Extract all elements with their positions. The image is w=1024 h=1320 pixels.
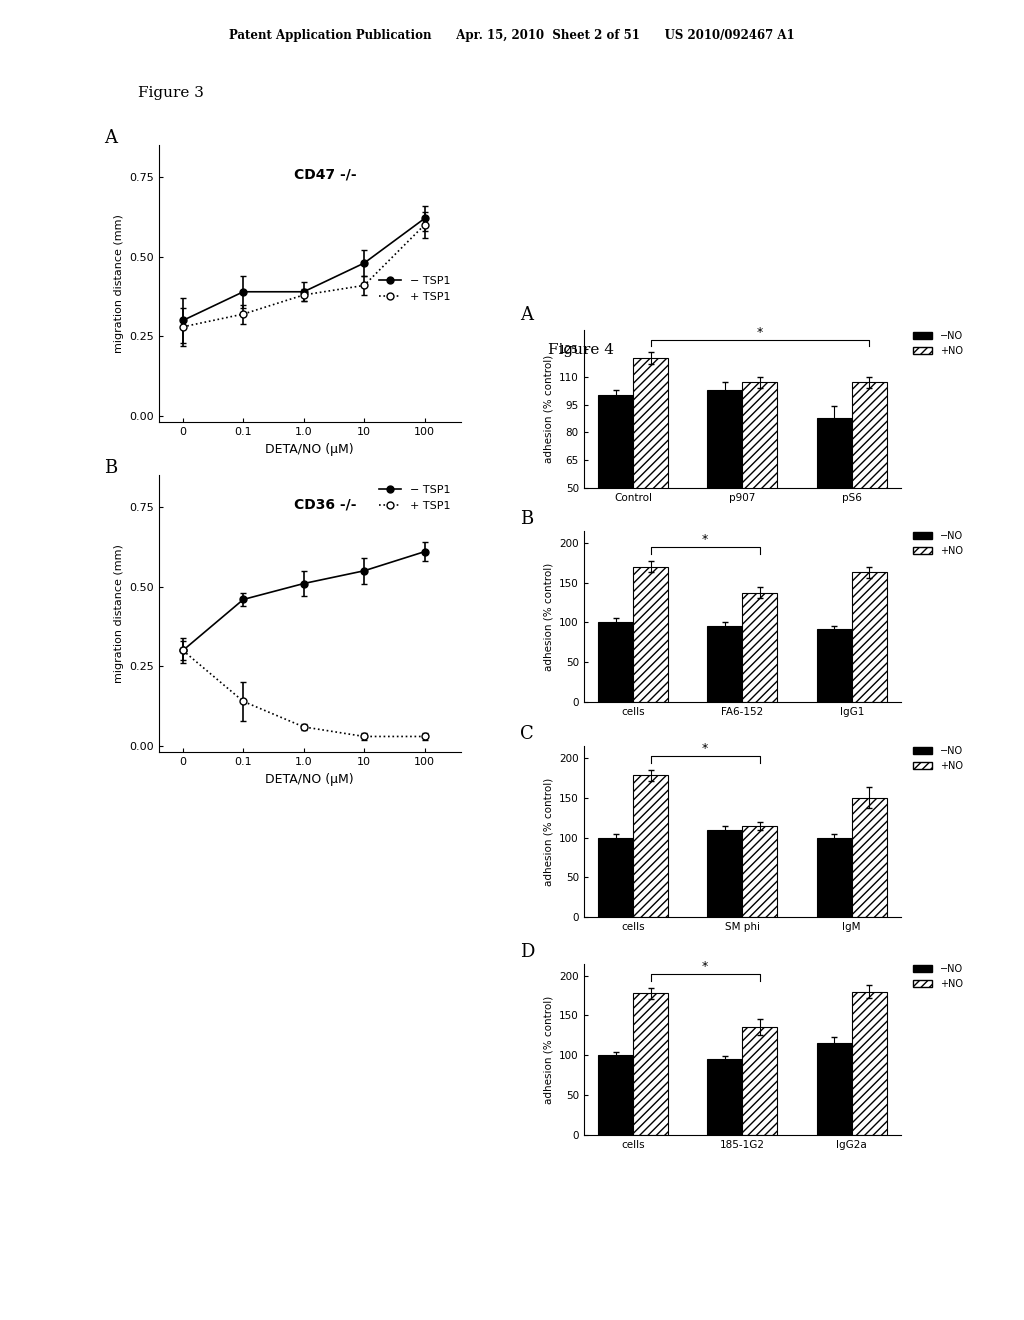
Text: CD36 -/-: CD36 -/- [294, 498, 356, 511]
Text: *: * [757, 326, 763, 339]
Bar [598, 395, 633, 582]
Y-axis label: adhesion (% control): adhesion (% control) [544, 355, 553, 463]
Bar [742, 383, 777, 582]
Y-axis label: adhesion (% control): adhesion (% control) [544, 995, 554, 1104]
Y-axis label: migration distance (mm): migration distance (mm) [114, 544, 124, 684]
Bar [817, 628, 852, 702]
Bar [708, 627, 742, 702]
Text: B: B [104, 458, 118, 477]
Bar [598, 623, 633, 702]
Bar [742, 825, 777, 917]
Text: A: A [104, 128, 118, 147]
Bar [633, 358, 668, 582]
Text: Figure 4: Figure 4 [548, 343, 613, 358]
Text: *: * [702, 533, 709, 546]
X-axis label: DETA/NO (μM): DETA/NO (μM) [265, 772, 354, 785]
Text: B: B [520, 510, 534, 528]
Legend: −NO, +NO: −NO, +NO [909, 327, 968, 359]
Legend: − TSP1, + TSP1: − TSP1, + TSP1 [375, 480, 456, 515]
Text: CD47 -/-: CD47 -/- [294, 168, 356, 181]
Bar [742, 593, 777, 702]
Bar [633, 775, 668, 917]
Text: Figure 3: Figure 3 [138, 86, 204, 100]
Y-axis label: migration distance (mm): migration distance (mm) [114, 214, 124, 354]
Legend: −NO, +NO: −NO, +NO [909, 527, 968, 560]
Bar [633, 566, 668, 702]
Bar [708, 389, 742, 582]
Y-axis label: adhesion (% control): adhesion (% control) [544, 777, 554, 886]
Bar [817, 417, 852, 582]
Text: *: * [702, 742, 709, 755]
Text: C: C [520, 725, 534, 743]
Text: D: D [520, 942, 535, 961]
Text: *: * [702, 960, 709, 973]
Bar [633, 993, 668, 1135]
Bar [742, 1027, 777, 1135]
Bar [817, 838, 852, 917]
Bar [852, 572, 887, 702]
Bar [708, 1060, 742, 1135]
Bar [708, 829, 742, 917]
Legend: − TSP1, + TSP1: − TSP1, + TSP1 [375, 272, 456, 306]
Bar [852, 383, 887, 582]
Y-axis label: adhesion (% control): adhesion (% control) [544, 562, 554, 671]
Text: Patent Application Publication      Apr. 15, 2010  Sheet 2 of 51      US 2010/09: Patent Application Publication Apr. 15, … [229, 29, 795, 42]
Bar [852, 797, 887, 917]
Bar [598, 838, 633, 917]
Legend: −NO, +NO: −NO, +NO [909, 742, 968, 775]
Bar [817, 1043, 852, 1135]
Text: A: A [520, 306, 534, 325]
Bar [598, 1056, 633, 1135]
Legend: −NO, +NO: −NO, +NO [909, 960, 968, 993]
X-axis label: DETA/NO (μM): DETA/NO (μM) [265, 442, 354, 455]
Bar [852, 991, 887, 1135]
